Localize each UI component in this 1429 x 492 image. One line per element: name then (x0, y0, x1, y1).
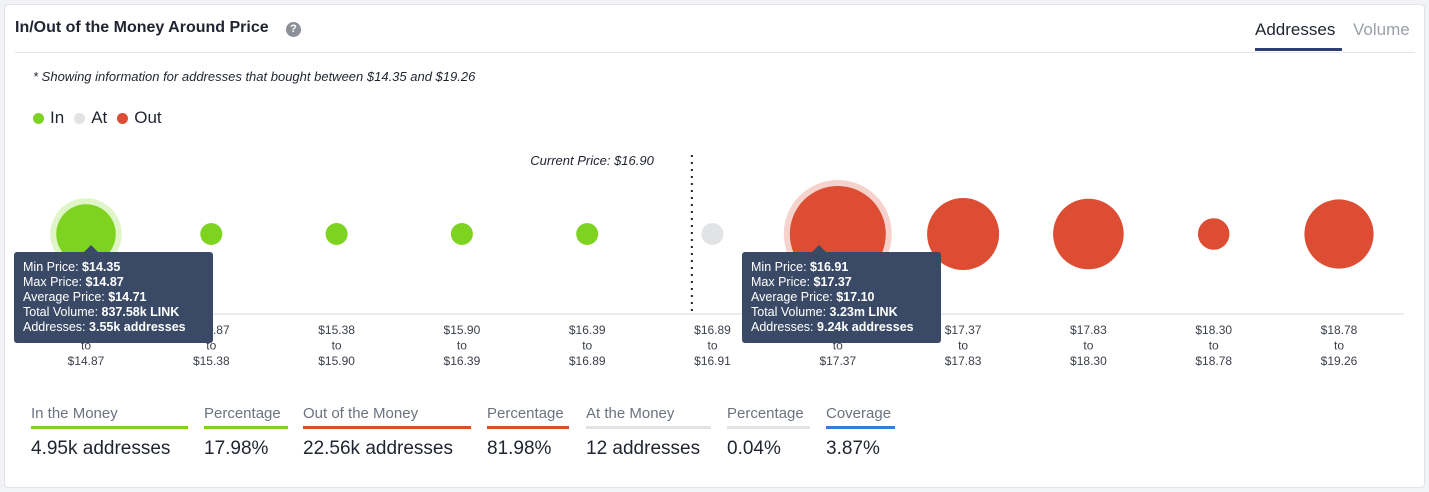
legend-dot-in (33, 112, 44, 124)
summary-label: Percentage (487, 405, 564, 422)
summary-at-percentage: Percentage 0.04% (727, 405, 810, 460)
x-tick-label: $15.90 (444, 323, 481, 337)
bubble-chart: Current Price: $16.90$14.35to$14.87$14.8… (28, 153, 1404, 368)
x-tick-label: $15.38 (193, 354, 230, 368)
x-tick-label: to (958, 339, 968, 353)
summary-value: 12 addresses (586, 438, 701, 459)
bubble-in (200, 223, 223, 245)
summary-value: 3.87% (826, 438, 880, 459)
header-divider (15, 52, 1415, 53)
x-tick-label: $18.78 (1321, 323, 1358, 337)
x-tick-label: $15.90 (318, 354, 355, 368)
summary-in-money: In the Money 4.95k addresses (31, 405, 188, 460)
summary-bar (727, 426, 810, 429)
legend-label-in: In (50, 108, 65, 127)
summary-label: In the Money (31, 405, 118, 422)
x-tick-label: $18.78 (1195, 354, 1232, 368)
x-tick-label: to (81, 339, 91, 353)
x-tick-label: $15.38 (318, 323, 355, 337)
legend-item-at[interactable]: At (74, 108, 107, 128)
legend-item-out[interactable]: Out (117, 108, 162, 128)
x-tick-label: $16.89 (694, 323, 731, 337)
x-tick-label: to (1083, 339, 1093, 353)
bubble-out (1304, 199, 1374, 269)
summary-label: Out of the Money (303, 405, 419, 422)
iomap-card (4, 4, 1425, 488)
x-tick-label: to (457, 339, 467, 353)
x-tick-label: $17.83 (945, 354, 982, 368)
question-circle-icon[interactable]: ? (286, 22, 301, 37)
bubble-out (927, 197, 1000, 271)
summary-bar (31, 426, 188, 429)
x-tick-label: $18.30 (1195, 323, 1232, 337)
legend-label-at: At (91, 108, 108, 127)
x-tick-label: to (332, 339, 342, 353)
x-tick-label: $19.26 (1321, 354, 1358, 368)
summary-value: 22.56k addresses (303, 438, 453, 459)
tooltip-bubble-7: Min Price: $16.91 Max Price: $17.37 Aver… (742, 245, 941, 343)
x-tick-label: to (707, 339, 717, 353)
range-note: * Showing information for addresses that… (33, 69, 476, 84)
summary-label: Percentage (727, 405, 804, 422)
x-tick-label: $17.37 (945, 323, 982, 337)
x-tick-label: to (833, 339, 843, 353)
bubble-out (1053, 198, 1124, 270)
summary-bar (826, 426, 895, 429)
summary-out-money: Out of the Money 22.56k addresses (303, 405, 471, 460)
summary-value: 17.98% (204, 438, 269, 459)
bubble-at (701, 223, 724, 245)
x-tick-label: to (1334, 339, 1344, 353)
x-tick-label: $17.83 (1070, 323, 1107, 337)
summary-label: Percentage (204, 405, 281, 422)
x-tick-label: to (206, 339, 216, 353)
bubble-in (56, 204, 116, 264)
tab-addresses[interactable]: Addresses (1255, 20, 1336, 39)
summary-value: 4.95k addresses (31, 438, 171, 459)
summary-at-money: At the Money 12 addresses (586, 405, 711, 460)
summary-coverage: Coverage 3.87% (826, 405, 895, 460)
x-tick-label: to (582, 339, 592, 353)
summary-out-percentage: Percentage 81.98% (487, 405, 569, 460)
summary-bar (204, 426, 288, 429)
active-tab-indicator (1255, 48, 1342, 51)
summary-label: At the Money (586, 405, 675, 422)
x-tick-label: $16.91 (694, 354, 731, 368)
x-tick-label: $17.37 (819, 354, 856, 368)
summary-bar (303, 426, 471, 429)
chart-legend: In At Out (33, 108, 172, 128)
x-tick-label: $16.39 (444, 354, 481, 368)
current-price-label: Current Price: $16.90 (530, 153, 654, 168)
legend-dot-out (117, 112, 129, 124)
bubble-in (576, 223, 599, 245)
summary-label: Coverage (826, 405, 892, 422)
x-tick-label: $18.30 (1070, 354, 1107, 368)
bubble-in (325, 223, 348, 245)
summary-value: 0.04% (727, 438, 781, 459)
tab-volume[interactable]: Volume (1353, 20, 1410, 39)
x-tick-label: $16.89 (569, 354, 606, 368)
page-title: In/Out of the Money Around Price (15, 19, 269, 36)
x-tick-label: $14.87 (68, 354, 105, 368)
legend-dot-at (74, 112, 86, 124)
legend-item-in[interactable]: In (33, 108, 64, 128)
x-tick-label: to (1209, 339, 1219, 353)
summary-in-percentage: Percentage 17.98% (204, 405, 288, 460)
x-tick-label: $16.39 (569, 323, 606, 337)
summary-bar (586, 426, 711, 429)
tooltip-bubble-1: Min Price: $14.35 Max Price: $14.87 Aver… (14, 245, 213, 343)
legend-label-out: Out (134, 108, 162, 127)
summary-value: 81.98% (487, 438, 552, 459)
bubble-out (1197, 218, 1230, 250)
summary-bar (487, 426, 569, 429)
bubble-in (450, 223, 473, 245)
